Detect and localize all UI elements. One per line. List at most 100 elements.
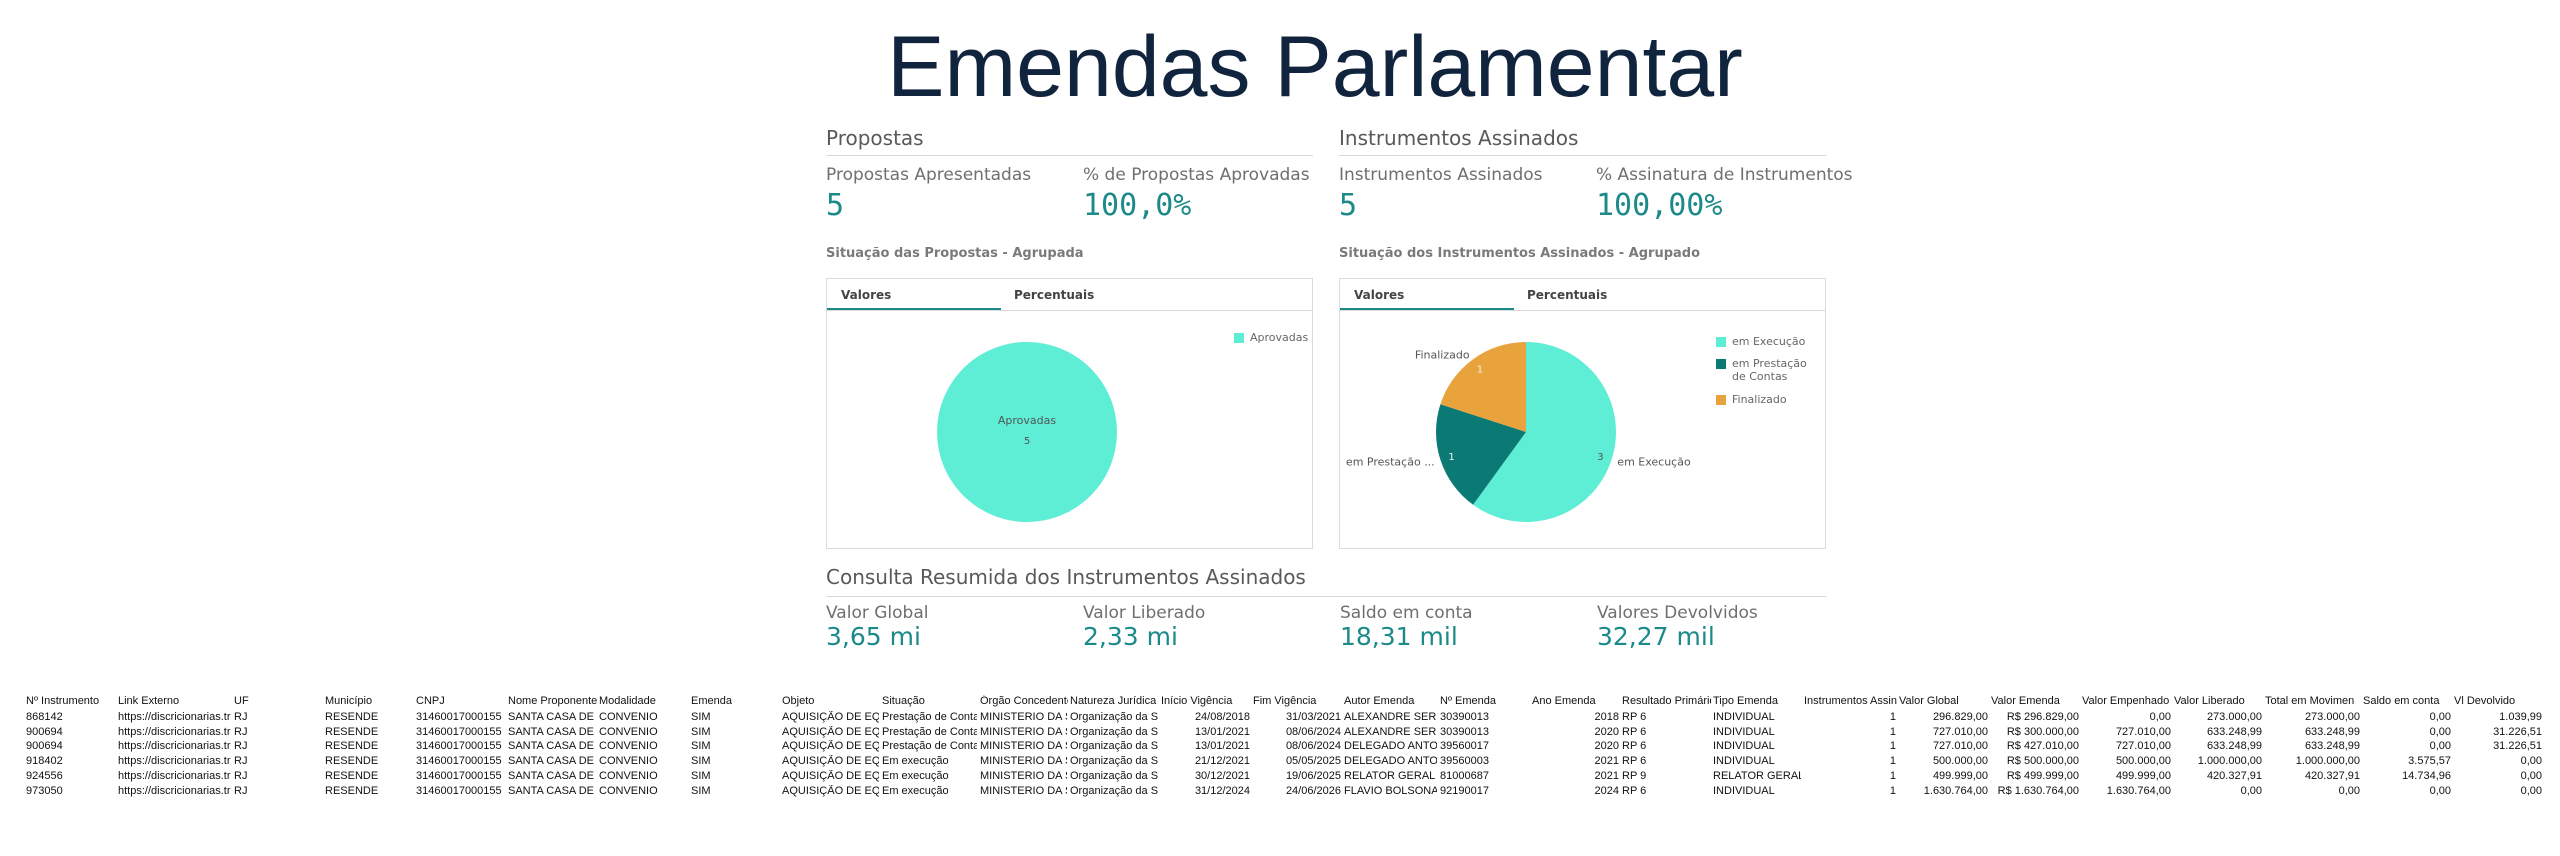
tab-active [827, 308, 1001, 310]
table-cell: Organização da Soc [1070, 725, 1158, 738]
chart-title: Situação das Propostas - Agrupada [826, 246, 1084, 261]
pie-slice [1473, 342, 1616, 522]
table-cell: RP 6 [1622, 784, 1647, 797]
table-header: CNPJ [416, 695, 445, 707]
table-cell: 0,00 [2429, 711, 2451, 723]
table-cell: 1.039,99 [2499, 711, 2542, 723]
kpi-value: 5 [1339, 188, 1358, 223]
table-cell: INDIVIDUAL [1713, 711, 1775, 723]
kpi-label: % de Propostas Aprovadas [1083, 165, 1310, 185]
table-cell: 0,00 [2520, 769, 2542, 782]
table-cell: 39560017 [1440, 740, 1489, 753]
table-cell: RP 6 [1622, 725, 1647, 738]
table-cell: 900694 [26, 740, 63, 753]
tab[interactable]: Valores [1354, 288, 1405, 302]
table-cell: 13/01/2021 [1194, 725, 1250, 738]
legend-label: em Prestação de Contas [1732, 357, 1807, 383]
tab-rule [1340, 310, 1825, 311]
tab[interactable]: Percentuais [1527, 288, 1608, 302]
table-cell: CONVENIO [599, 725, 658, 738]
table-cell: SIM [691, 755, 711, 768]
section-title: Propostas [826, 126, 924, 150]
table-cell: RP 6 [1622, 740, 1647, 753]
table-header: Autor Emenda [1344, 695, 1415, 707]
slice-value: 1 [1448, 452, 1454, 463]
slice-value: 3 [1597, 452, 1603, 463]
table-cell: CONVENIO [599, 784, 658, 797]
pie-slice [1436, 404, 1526, 505]
legend-swatch [1716, 395, 1726, 405]
table-cell: SIM [691, 784, 711, 797]
table-cell: MINISTERIO DA SAI [980, 725, 1067, 738]
table-cell: Organização da Soc [1070, 769, 1158, 782]
table-header: Link Externo [118, 695, 180, 707]
table-header: Nº Instrumento [26, 695, 100, 707]
slice-label: Aprovadas [998, 414, 1056, 427]
table-cell: 08/06/2024 [1285, 740, 1341, 753]
table-cell: 0,00 [2149, 711, 2171, 723]
table-cell: AQUISIÇÃO DE EQUIP [782, 755, 879, 768]
table-cell: CONVENIO [599, 755, 658, 768]
table-cell: 14.734,96 [2402, 769, 2451, 782]
kpi-label: Valor Liberado [1083, 603, 1206, 623]
tab[interactable]: Percentuais [1014, 288, 1095, 302]
table-cell: SANTA CASA DE MI [508, 725, 596, 738]
legend-swatch [1234, 333, 1244, 343]
section-rule [826, 155, 1313, 156]
table-cell: 727.010,00 [2115, 725, 2171, 738]
section-title: Instrumentos Assinados [1339, 126, 1579, 150]
table-cell: https://discricionarias.tr [118, 755, 231, 768]
table-cell: AQUISIÇÃO DE EQUIP [782, 711, 879, 723]
tab[interactable]: Valores [841, 288, 892, 302]
table-cell: 420.327,91 [2206, 769, 2262, 782]
table-cell: 296.829,00 [1932, 711, 1988, 723]
table-cell: MINISTERIO DA SAI [980, 784, 1067, 797]
table-cell: R$ 499.999,00 [2006, 769, 2079, 782]
table-cell: RESENDE [325, 725, 379, 738]
table-cell: SANTA CASA DE MI [508, 740, 596, 753]
table-cell: Organização da Soc [1070, 740, 1158, 753]
table-cell: RJ [234, 725, 248, 738]
table-cell: https://discricionarias.tr [118, 711, 231, 723]
kpi-value: 3,65 mi [826, 622, 921, 651]
pie-slice [1440, 342, 1526, 432]
table-cell: 420.327,91 [2304, 769, 2360, 782]
table-cell: 727.010,00 [1932, 740, 1988, 753]
table-header: Saldo em conta [2363, 695, 2440, 707]
table-cell: 2021 [1594, 755, 1619, 768]
table-cell: 30390013 [1440, 725, 1489, 738]
section-rule [826, 596, 1826, 597]
table-cell: INDIVIDUAL [1713, 784, 1775, 797]
table-cell: RELATOR GERAL [1344, 769, 1436, 782]
table-cell: 1.000.000,00 [2295, 755, 2360, 768]
kpi-value: 18,31 mil [1340, 622, 1458, 651]
table-cell: Organização da Soc [1070, 784, 1158, 797]
section-rule [1339, 155, 1826, 156]
table-cell: SIM [691, 711, 711, 723]
table-cell: RP 6 [1622, 711, 1647, 723]
slice-label: em Prestação ... [1346, 456, 1435, 469]
kpi-label: Saldo em conta [1340, 603, 1473, 623]
table-cell: Em execução [882, 769, 949, 782]
table-cell: RELATOR GERAL [1713, 769, 1801, 782]
table-cell: 1.630.764,00 [2106, 784, 2171, 797]
table-header: Instrumentos Assin [1804, 695, 1897, 707]
table-cell: MINISTERIO DA SAI [980, 740, 1067, 753]
table-cell: SANTA CASA DE MI [508, 769, 596, 782]
table-cell: 2024 [1594, 784, 1619, 797]
table-cell: 39560003 [1440, 755, 1489, 768]
chart-box: Valores Percentuais 3 em Execução 1 em Presta… [1339, 278, 1826, 549]
table-cell: 31/12/2024 [1194, 784, 1250, 797]
table-header: Nº Emenda [1440, 695, 1496, 707]
kpi-label: % Assinatura de Instrumentos [1596, 165, 1853, 185]
table-cell: https://discricionarias.tr [118, 784, 231, 797]
table-cell: DELEGADO ANTON [1344, 755, 1437, 768]
chart-title: Situação dos Instrumentos Assinados - Ag… [1339, 246, 1701, 261]
table-cell: Organização da Soc [1070, 711, 1158, 723]
table-cell: SANTA CASA DE MI [508, 784, 596, 797]
tab-active [1340, 308, 1514, 310]
table-header: Vl Devolvido [2454, 695, 2516, 707]
table-cell: https://discricionarias.tr [118, 725, 231, 738]
table-cell: 500.000,00 [2115, 755, 2171, 768]
